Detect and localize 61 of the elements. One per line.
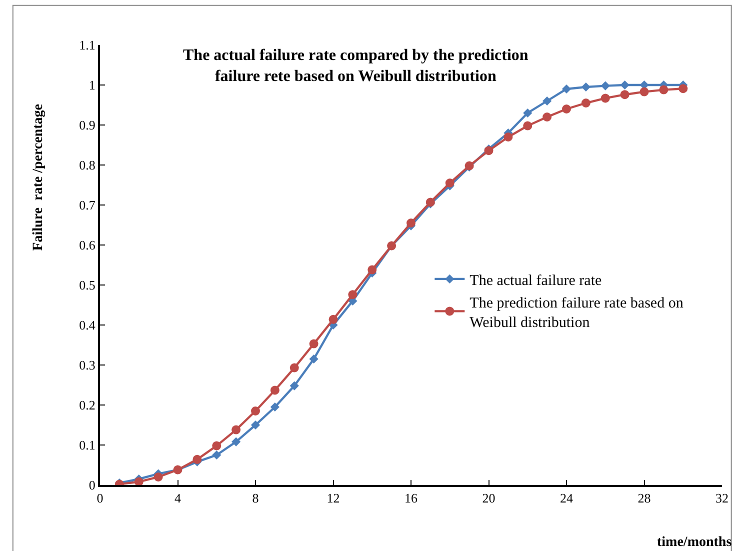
y-tick-label: 0.1 <box>79 438 96 453</box>
point <box>290 381 299 390</box>
y-tick-label: 0.5 <box>79 278 96 293</box>
y-tick-label: 0.4 <box>79 318 96 333</box>
legend-label: The actual failure rate <box>470 272 602 289</box>
point <box>640 87 649 96</box>
point <box>251 406 260 416</box>
y-tick-label: 0.3 <box>79 358 96 373</box>
point <box>328 314 338 324</box>
point <box>620 80 630 90</box>
point <box>581 82 590 92</box>
point <box>659 85 668 94</box>
point <box>309 339 318 348</box>
y-tick-label: 0.6 <box>79 238 96 253</box>
y-axis-title: Failure rate /percentage <box>30 104 46 251</box>
point <box>212 450 222 460</box>
point <box>270 386 280 395</box>
point <box>309 354 318 364</box>
point <box>290 363 299 372</box>
legend-label: The prediction failure rate based on Weibull distribution <box>470 295 684 331</box>
y-tick-label: 0.8 <box>79 158 96 173</box>
text: The actual failure rate compared by the prediction failure rete based on Weibull distribution <box>183 47 528 85</box>
point <box>406 218 416 228</box>
point <box>620 90 630 100</box>
point <box>562 104 571 114</box>
point <box>504 132 513 142</box>
point <box>600 94 610 103</box>
point <box>270 402 280 412</box>
x-tick-label: 4 <box>174 490 182 506</box>
y-tick-label: 0.9 <box>79 118 96 133</box>
point <box>250 420 260 430</box>
x-tick-label: 20 <box>482 490 496 506</box>
point <box>154 472 163 482</box>
x-tick-label: 32 <box>716 490 728 506</box>
x-tick-label: 24 <box>560 490 574 506</box>
y-tick-label: 0 <box>88 478 96 493</box>
x-axis-title: time/months <box>657 535 732 550</box>
y-tick-label: 1 <box>88 78 96 93</box>
point <box>192 454 202 464</box>
point <box>542 96 552 106</box>
point <box>348 290 358 300</box>
point <box>212 441 222 450</box>
point <box>232 425 241 434</box>
point <box>600 81 610 90</box>
point <box>678 84 688 94</box>
x-tick-label: 28 <box>638 490 651 506</box>
x-tick-label: 16 <box>404 490 418 506</box>
point <box>523 108 532 118</box>
x-tick-label: 12 <box>326 490 340 506</box>
point <box>542 112 552 122</box>
point <box>368 265 377 274</box>
y-tick-label: 0.2 <box>79 398 96 413</box>
point <box>523 121 532 130</box>
x-tick-label: 8 <box>252 490 259 506</box>
y-tick-label: 0.7 <box>79 198 96 213</box>
point <box>232 437 241 446</box>
point <box>445 178 454 188</box>
point <box>562 84 572 94</box>
point <box>581 98 590 108</box>
point <box>134 477 144 485</box>
y-tick-label: 1.1 <box>79 38 96 53</box>
